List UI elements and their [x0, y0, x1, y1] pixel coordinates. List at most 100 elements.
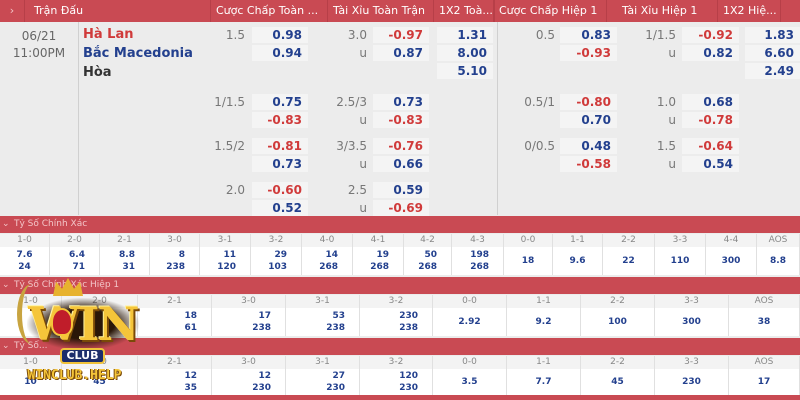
chevron-icon: ⌄	[2, 280, 10, 290]
score-label: 0-0	[433, 356, 507, 369]
score-cell[interactable]: 9.6	[553, 247, 603, 275]
odds-cell[interactable]: -0.60	[252, 182, 308, 198]
spade-icon	[51, 308, 73, 336]
score-cell[interactable]: 8 238	[150, 247, 200, 275]
odds-cell[interactable]: 0.87	[373, 45, 429, 61]
score-cell[interactable]: 45	[62, 369, 138, 395]
match-datetime: 06/21 11:00PM	[0, 28, 78, 62]
score-cell[interactable]: 18	[504, 247, 553, 275]
score-cell[interactable]: 29 103	[251, 247, 302, 275]
score-cell[interactable]: 45	[581, 369, 655, 395]
home-team[interactable]: Hà Lan	[83, 27, 134, 42]
score-cell[interactable]: 27 230	[286, 369, 360, 395]
score-cell[interactable]: 3.5	[433, 369, 507, 395]
odds-cell[interactable]: -0.69	[373, 200, 429, 216]
score-cell[interactable]: 17 238	[212, 308, 286, 336]
odds-cell[interactable]: -0.83	[252, 112, 308, 128]
score-cell[interactable]: 8.8	[757, 247, 800, 275]
odds-cell[interactable]: 0.70	[560, 112, 617, 128]
odds-cell[interactable]: 0.83	[560, 27, 617, 43]
odds-cell[interactable]: 0.54	[682, 156, 739, 172]
winclub-watermark-logo: WIN CLUB WINCLUB.HELP	[5, 272, 140, 397]
ft-ou-under-label: u	[359, 157, 367, 171]
score-cell[interactable]: 12 230	[212, 369, 286, 395]
odds-cell[interactable]: 0.66	[373, 156, 429, 172]
odds-cell[interactable]: -0.58	[560, 156, 617, 172]
score-cell[interactable]: 14 268	[302, 247, 353, 275]
odds-cell[interactable]: -0.80	[560, 94, 617, 110]
score-cell[interactable]: 110	[655, 247, 706, 275]
section-title: Tỷ Số Chính Xác	[14, 219, 88, 229]
odds-cell[interactable]: 0.73	[373, 94, 429, 110]
score-cell[interactable]: 300	[655, 308, 729, 336]
col-header-ft-1x2[interactable]: 1X2 Toà...	[435, 0, 495, 22]
correct-score-header[interactable]: ⌄ Tỷ Số Chính Xác	[0, 216, 800, 233]
odds-cell[interactable]: -0.83	[373, 112, 429, 128]
score-cell[interactable]: 10	[0, 369, 62, 395]
col-header-h1-1x2[interactable]: 1X2 Hiệ...	[719, 0, 781, 22]
odds-cell[interactable]: 0.68	[682, 94, 739, 110]
score-cell[interactable]: 50 268	[404, 247, 452, 275]
score-label: 3-0	[212, 295, 286, 308]
score-cell[interactable]: 6.4 71	[50, 247, 100, 275]
divider	[497, 22, 498, 215]
odds-cell[interactable]: -0.97	[373, 27, 429, 43]
odds-cell[interactable]: 0.52	[252, 200, 308, 216]
odds-cell[interactable]: 0.59	[373, 182, 429, 198]
score-cell[interactable]: 198 268	[452, 247, 504, 275]
odds-cell[interactable]: 6.60	[745, 45, 800, 61]
col-header-h1-over-under[interactable]: Tài Xỉu Hiệp 1	[608, 0, 718, 22]
score-cell[interactable]: 120 230	[360, 369, 433, 395]
score-label: 2-0	[50, 234, 100, 247]
col-header-h1-handicap[interactable]: Cược Chấp Hiệp 1	[497, 0, 607, 22]
score-cell[interactable]: 230	[655, 369, 729, 395]
odds-cell[interactable]: -0.92	[682, 27, 739, 43]
score-label: 3-3	[655, 234, 706, 247]
odds-cell[interactable]: -0.78	[682, 112, 739, 128]
odds-cell[interactable]: -0.93	[560, 45, 617, 61]
score-cell[interactable]: 2.92	[433, 308, 507, 336]
score-label: 3-3	[655, 295, 729, 308]
odds-cell[interactable]: 0.73	[252, 156, 308, 172]
col-header-ft-over-under[interactable]: Tài Xỉu Toàn Trận	[329, 0, 434, 22]
logo-club-badge: CLUB	[60, 348, 105, 364]
score-cell[interactable]: 38	[729, 308, 800, 336]
ft-ou-under-label: u	[359, 201, 367, 215]
score-cell[interactable]: 300	[706, 247, 757, 275]
score-cell[interactable]: 8.8 31	[100, 247, 150, 275]
correct-score-3-labels: 1-0 2-0 2-1 3-0 3-1 3-2 0-0 1-1 2-2 3-3 …	[0, 356, 800, 369]
score-cell[interactable]: 230 238	[360, 308, 433, 336]
score-cell[interactable]: 9.2	[507, 308, 581, 336]
odds-cell[interactable]: -0.64	[682, 138, 739, 154]
odds-cell[interactable]: 0.98	[252, 27, 308, 43]
score-cell[interactable]: 12 35	[138, 369, 212, 395]
score-label: 0-0	[433, 295, 507, 308]
odds-cell[interactable]: 8.00	[437, 45, 493, 61]
score-cell[interactable]: 19 268	[353, 247, 404, 275]
score-cell[interactable]: 53 238	[286, 308, 360, 336]
col-header-match[interactable]: Trận Đấu	[26, 0, 211, 22]
score-cell[interactable]: 18 61	[138, 308, 212, 336]
score-label: 2-2	[603, 234, 655, 247]
odds-cell[interactable]: 0.48	[560, 138, 617, 154]
odds-cell[interactable]: -0.76	[373, 138, 429, 154]
score-cell[interactable]: 11 120	[200, 247, 251, 275]
score-cell[interactable]: 7.7	[507, 369, 581, 395]
score-cell[interactable]: 7.6 24	[0, 247, 50, 275]
bottom-bar	[0, 395, 800, 400]
odds-cell[interactable]: 0.82	[682, 45, 739, 61]
score-cell[interactable]: 17	[729, 369, 800, 395]
ft-hdp-line: 1.5/2	[214, 139, 245, 153]
ft-ou-under-label: u	[359, 113, 367, 127]
odds-cell[interactable]: -0.81	[252, 138, 308, 154]
odds-cell[interactable]: 2.49	[745, 63, 800, 79]
odds-cell[interactable]: 1.83	[745, 27, 800, 43]
collapse-chevron-icon[interactable]: ›	[0, 0, 25, 22]
score-cell[interactable]: 100	[581, 308, 655, 336]
odds-cell[interactable]: 0.75	[252, 94, 308, 110]
odds-cell[interactable]: 0.94	[252, 45, 308, 61]
col-header-ft-handicap[interactable]: Cược Chấp Toàn ...	[212, 0, 328, 22]
odds-cell[interactable]: 5.10	[437, 63, 493, 79]
score-cell[interactable]: 22	[603, 247, 655, 275]
odds-cell[interactable]: 1.31	[437, 27, 493, 43]
